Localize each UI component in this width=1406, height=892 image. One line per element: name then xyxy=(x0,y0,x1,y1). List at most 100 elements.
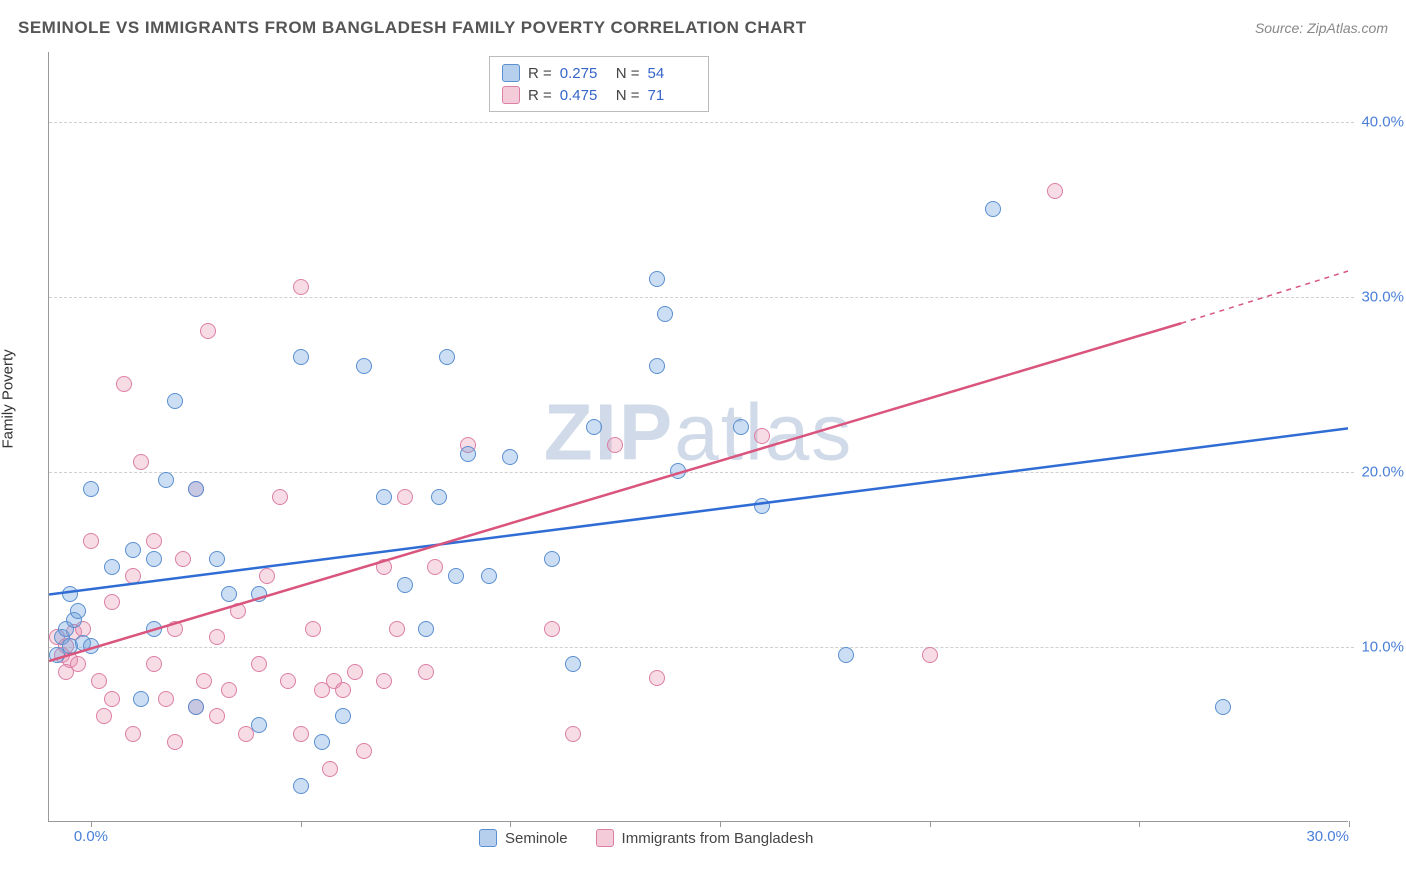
data-point xyxy=(230,603,246,619)
data-point xyxy=(439,349,455,365)
data-point xyxy=(347,664,363,680)
data-point xyxy=(96,708,112,724)
x-tick-mark xyxy=(301,821,302,827)
x-tick-mark xyxy=(1349,821,1350,827)
data-point xyxy=(125,726,141,742)
data-point xyxy=(985,201,1001,217)
data-point xyxy=(565,656,581,672)
data-point xyxy=(431,489,447,505)
data-point xyxy=(397,489,413,505)
data-point xyxy=(1215,699,1231,715)
data-point xyxy=(314,734,330,750)
data-point xyxy=(146,621,162,637)
data-point xyxy=(125,568,141,584)
series-legend: Seminole Immigrants from Bangladesh xyxy=(479,829,813,847)
data-point xyxy=(481,568,497,584)
y-tick-label: 40.0% xyxy=(1361,114,1404,131)
data-point xyxy=(565,726,581,742)
data-point xyxy=(397,577,413,593)
swatch-icon xyxy=(502,86,520,104)
data-point xyxy=(670,463,686,479)
data-point xyxy=(221,586,237,602)
data-point xyxy=(754,428,770,444)
data-point xyxy=(376,559,392,575)
swatch-icon xyxy=(479,829,497,847)
data-point xyxy=(200,323,216,339)
data-point xyxy=(649,271,665,287)
data-point xyxy=(259,568,275,584)
data-point xyxy=(104,691,120,707)
data-point xyxy=(1047,183,1063,199)
data-point xyxy=(251,717,267,733)
data-point xyxy=(58,664,74,680)
x-tick-mark xyxy=(720,821,721,827)
data-point xyxy=(221,682,237,698)
data-point xyxy=(91,673,107,689)
data-point xyxy=(116,376,132,392)
data-point xyxy=(104,594,120,610)
gridline xyxy=(49,122,1354,123)
gridline xyxy=(49,297,1354,298)
data-point xyxy=(544,621,560,637)
data-point xyxy=(649,358,665,374)
data-point xyxy=(418,664,434,680)
data-point xyxy=(167,393,183,409)
data-point xyxy=(188,481,204,497)
data-point xyxy=(305,621,321,637)
x-tick-mark xyxy=(1139,821,1140,827)
data-point xyxy=(293,778,309,794)
data-point xyxy=(125,542,141,558)
data-point xyxy=(83,533,99,549)
source-attribution: Source: ZipAtlas.com xyxy=(1255,20,1388,36)
data-point xyxy=(356,358,372,374)
data-point xyxy=(70,603,86,619)
data-point xyxy=(83,481,99,497)
data-point xyxy=(657,306,673,322)
data-point xyxy=(293,349,309,365)
gridline xyxy=(49,472,1354,473)
data-point xyxy=(322,761,338,777)
data-point xyxy=(146,656,162,672)
data-point xyxy=(427,559,443,575)
data-point xyxy=(356,743,372,759)
data-point xyxy=(146,551,162,567)
swatch-icon xyxy=(502,64,520,82)
data-point xyxy=(544,551,560,567)
data-point xyxy=(146,533,162,549)
data-point xyxy=(251,586,267,602)
correlation-stats-box: R = 0.275 N = 54 R = 0.475 N = 71 xyxy=(489,56,709,112)
data-point xyxy=(272,489,288,505)
chart-title: SEMINOLE VS IMMIGRANTS FROM BANGLADESH F… xyxy=(18,18,807,38)
x-tick-mark xyxy=(91,821,92,827)
data-point xyxy=(448,568,464,584)
data-point xyxy=(389,621,405,637)
data-point xyxy=(335,708,351,724)
data-point xyxy=(460,446,476,462)
legend-item-seminole: Seminole xyxy=(479,829,568,847)
data-point xyxy=(196,673,212,689)
data-point xyxy=(209,629,225,645)
data-point xyxy=(293,279,309,295)
data-point xyxy=(586,419,602,435)
data-point xyxy=(188,699,204,715)
data-point xyxy=(83,638,99,654)
y-tick-label: 10.0% xyxy=(1361,639,1404,656)
data-point xyxy=(754,498,770,514)
stats-row-series2: R = 0.475 N = 71 xyxy=(502,84,696,106)
data-point xyxy=(62,586,78,602)
data-point xyxy=(158,691,174,707)
data-point xyxy=(418,621,434,637)
y-axis-label: Family Poverty xyxy=(0,349,17,448)
x-tick-label: 30.0% xyxy=(1306,828,1349,845)
y-tick-label: 20.0% xyxy=(1361,464,1404,481)
data-point xyxy=(733,419,749,435)
data-point xyxy=(502,449,518,465)
x-tick-label: 0.0% xyxy=(74,828,108,845)
data-point xyxy=(838,647,854,663)
data-point xyxy=(167,621,183,637)
data-point xyxy=(175,551,191,567)
data-point xyxy=(335,682,351,698)
x-tick-mark xyxy=(510,821,511,827)
data-point xyxy=(167,734,183,750)
data-point xyxy=(293,726,309,742)
